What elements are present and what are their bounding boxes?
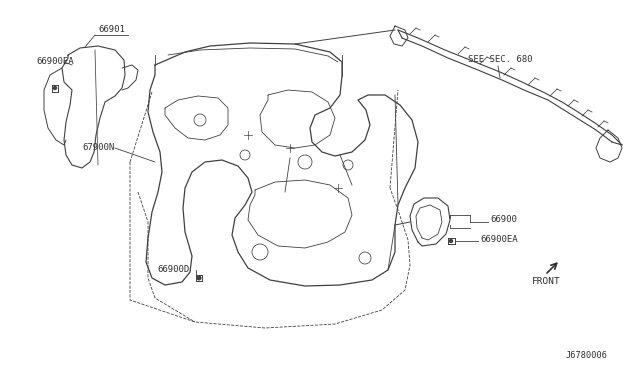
Text: J6780006: J6780006	[566, 352, 608, 360]
Text: 66900EA: 66900EA	[480, 234, 518, 244]
Text: FRONT: FRONT	[532, 278, 561, 286]
Text: 66900D: 66900D	[157, 266, 189, 275]
Text: 66900EA: 66900EA	[36, 58, 74, 67]
Text: SEE SEC. 680: SEE SEC. 680	[468, 55, 532, 64]
Text: 66901: 66901	[98, 25, 125, 33]
Text: 66900: 66900	[490, 215, 517, 224]
Circle shape	[54, 87, 56, 90]
Text: 67900N: 67900N	[82, 144, 115, 153]
Circle shape	[449, 240, 452, 243]
Circle shape	[197, 276, 201, 280]
